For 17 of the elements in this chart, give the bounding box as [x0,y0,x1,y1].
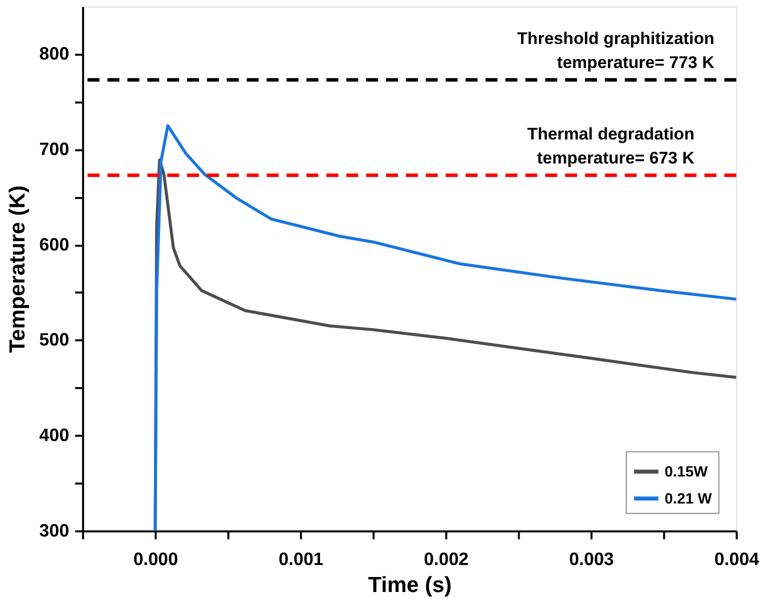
y-tick-label: 500 [39,330,70,350]
y-tick-label: 800 [39,44,70,64]
x-tick-label: 0.004 [714,549,760,570]
y-tick-label: 600 [39,234,70,254]
x-tick-label: 0.003 [569,549,614,570]
legend-label: 0.15W [664,464,709,481]
x-tick-label: 0.000 [133,549,178,570]
y-tick-label: 300 [39,520,70,540]
ref-line-label: Threshold graphitization temperature= 773 K [517,29,716,72]
y-tick-label: 400 [39,424,70,445]
y-tick-label: 700 [39,138,70,159]
ref-line-label: Thermal degradation temperature= 673 K [527,124,696,168]
x-axis-title: Time (s) [368,572,452,598]
legend-label: 0.21 W [664,490,713,508]
x-tick-label: 0.001 [278,549,324,570]
x-tick-label: 0.002 [424,549,469,570]
y-axis-title: Temperature (K) [4,185,30,353]
